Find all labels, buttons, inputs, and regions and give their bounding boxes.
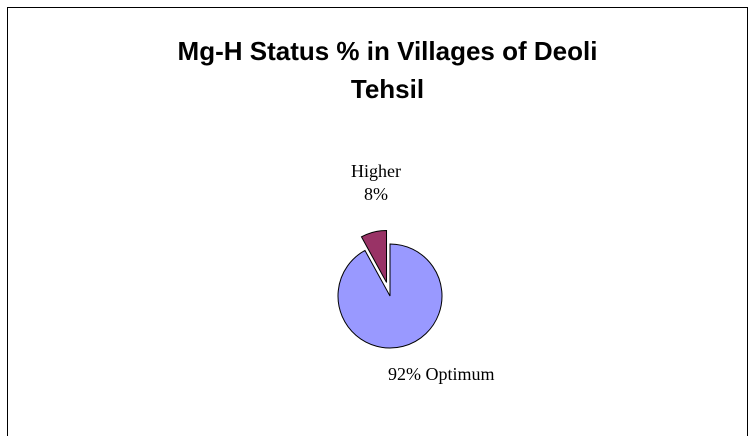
slice-label: Higher bbox=[351, 161, 401, 181]
slice-label-group: 92% Optimum bbox=[388, 364, 495, 384]
pie-slice bbox=[360, 229, 388, 283]
pie-slice bbox=[337, 243, 443, 349]
slice-label: Optimum bbox=[426, 364, 495, 384]
slice-value-label: 8% bbox=[364, 184, 388, 204]
slice-value-label: 92% bbox=[388, 364, 421, 384]
chart-frame bbox=[7, 7, 748, 436]
chart-title: Mg-H Status % in Villages of Deoli Tehsi… bbox=[177, 36, 598, 104]
